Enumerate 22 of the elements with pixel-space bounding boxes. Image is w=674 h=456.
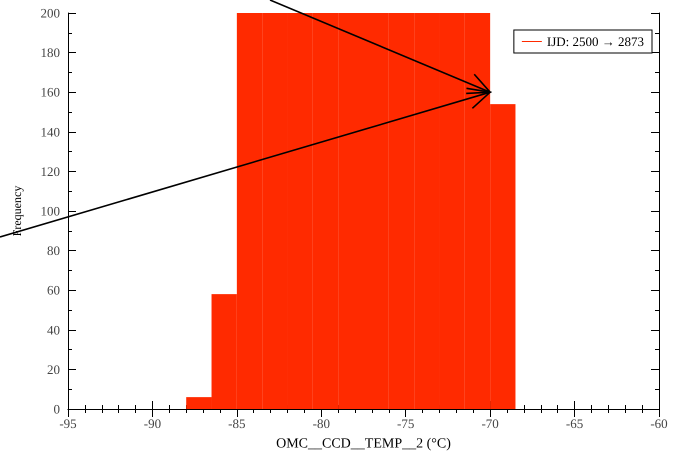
x-tick-label: -80 (312, 416, 330, 431)
y-tick-label: 160 (40, 84, 60, 100)
x-tick-label: -95 (59, 416, 77, 431)
legend-label: IJD: 2500 → 2873 (546, 34, 644, 49)
y-axis-title: Frequency (10, 186, 24, 236)
x-tick-label: -70 (481, 416, 499, 431)
y-tick-label: 60 (47, 282, 60, 298)
x-tick-label: -65 (566, 416, 584, 431)
y-tick-label: 200 (40, 6, 60, 20)
x-tick-label: -90 (144, 416, 162, 431)
x-axis-title: OMC__CCD__TEMP__2 (°C) (276, 436, 452, 452)
y-tick-label: 0 (54, 402, 60, 416)
y-tick-label: 100 (40, 204, 60, 218)
y-tick-label: 80 (47, 243, 60, 258)
x-tick-label: -75 (397, 416, 414, 431)
x-tick-label: -85 (228, 416, 246, 431)
y-tick-label: 40 (47, 322, 60, 338)
y-tick-label: 120 (40, 164, 60, 179)
y-tick-label: 180 (40, 45, 60, 60)
y-tick-label: 140 (40, 124, 60, 140)
x-tick-label: -60 (650, 416, 668, 431)
y-tick-label: 20 (47, 362, 60, 377)
